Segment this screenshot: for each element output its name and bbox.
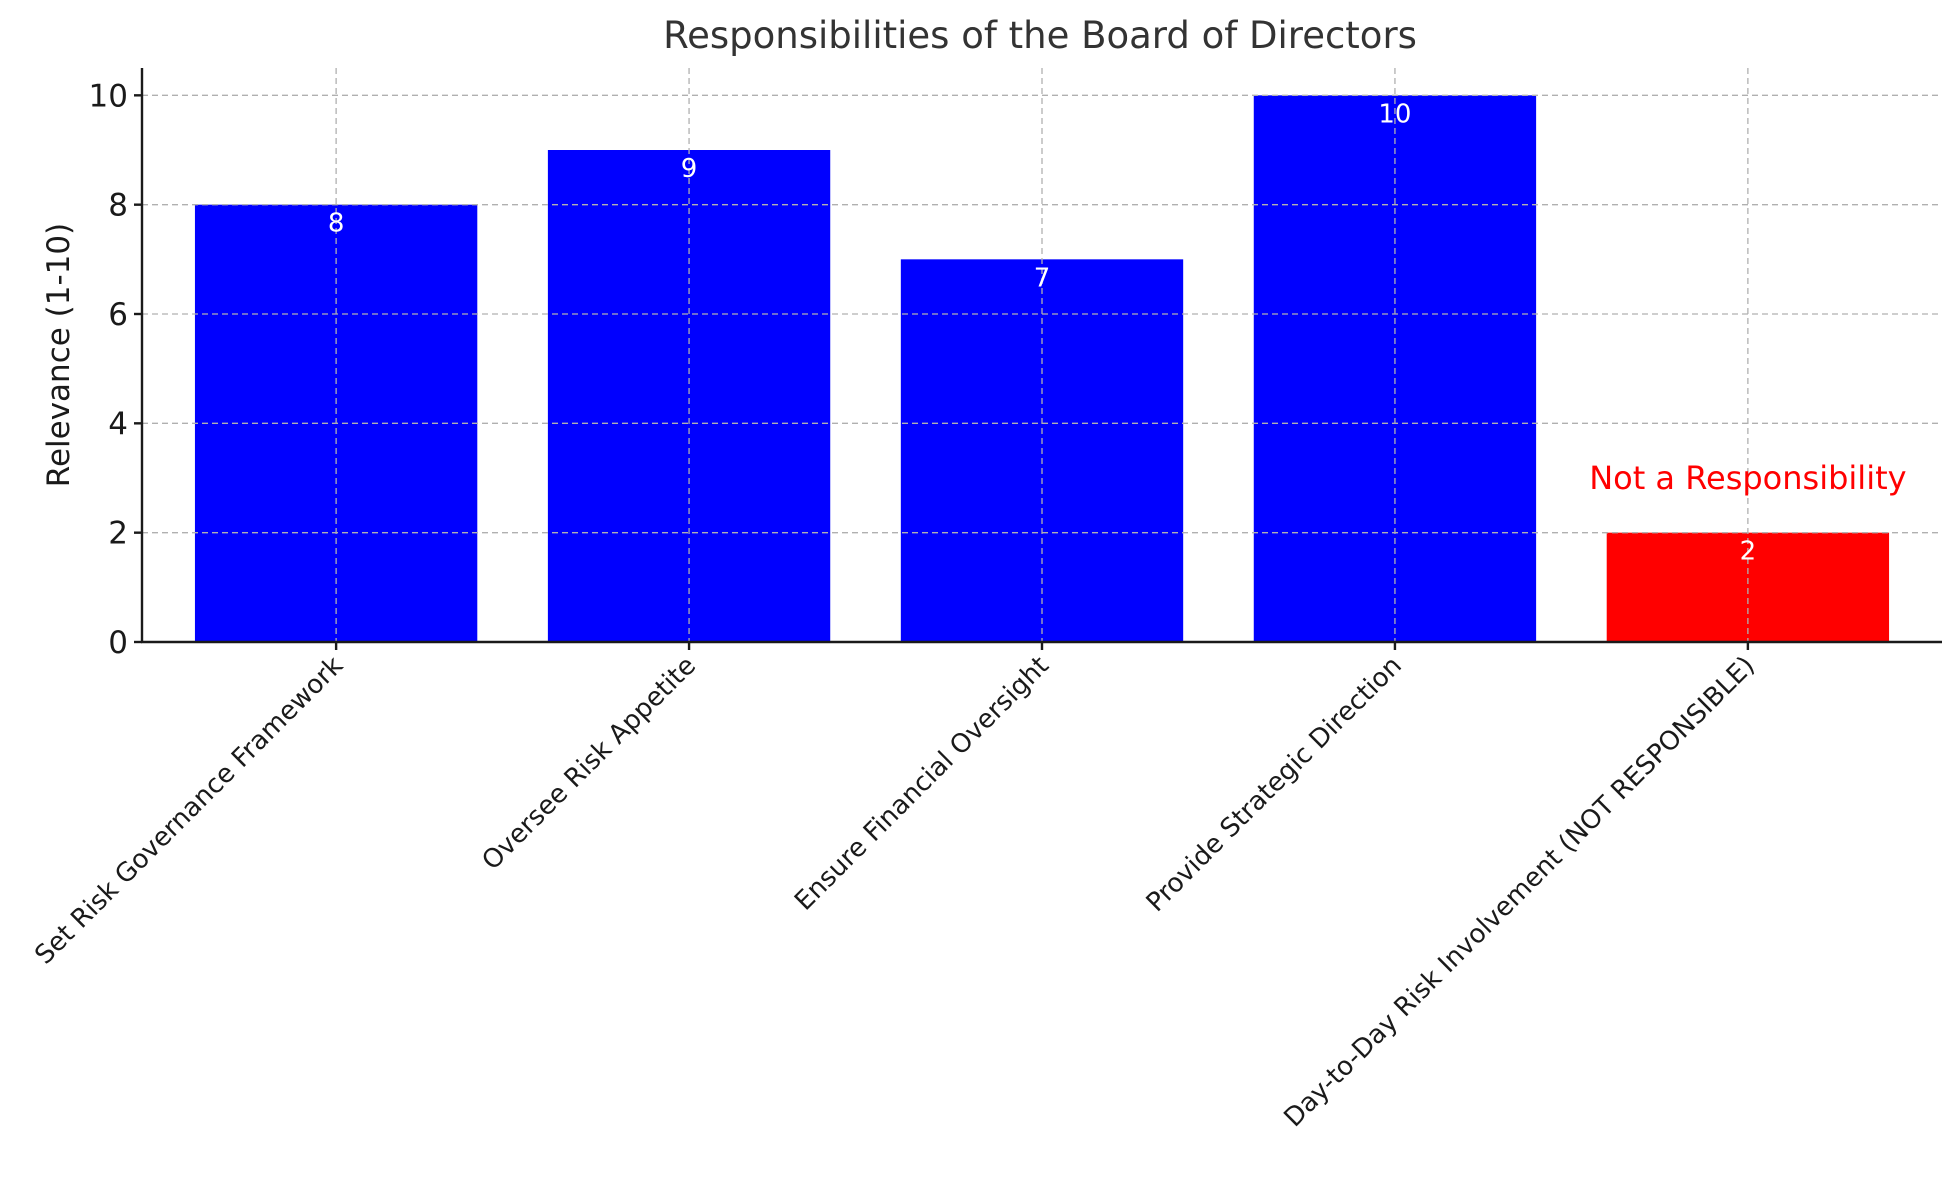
y-tick-label-5: 10: [89, 78, 128, 114]
y-tick-label-4: 8: [108, 188, 128, 224]
y-tick-label-0: 0: [108, 625, 128, 661]
y-axis-label: Relevance (1-10): [41, 223, 77, 487]
x-tick-label-2: Oversee Risk Appetite: [477, 651, 703, 877]
data-label-1: 8: [328, 209, 345, 239]
data-label-2: 9: [681, 154, 698, 184]
y-tick-label-2: 4: [108, 406, 128, 442]
chart-title: Responsibilities of the Board of Directo…: [663, 14, 1417, 57]
x-tick-label-4: Provide Strategic Direction: [1141, 651, 1408, 918]
x-tick-label-3: Ensure Financial Oversight: [789, 651, 1055, 917]
data-label-4: 10: [1378, 99, 1411, 129]
y-tick-label-1: 2: [108, 516, 128, 552]
y-tick-label-3: 6: [108, 297, 128, 333]
x-tick-label-1: Set Risk Governance Framework: [29, 651, 349, 971]
annotation-1: Not a Responsibility: [1589, 459, 1906, 497]
data-label-5: 2: [1740, 537, 1757, 567]
data-label-3: 7: [1034, 263, 1051, 293]
annotations-layer: Not a Responsibility: [1589, 459, 1906, 497]
data-labels-layer: 8 9 7 10 2: [328, 99, 1756, 566]
